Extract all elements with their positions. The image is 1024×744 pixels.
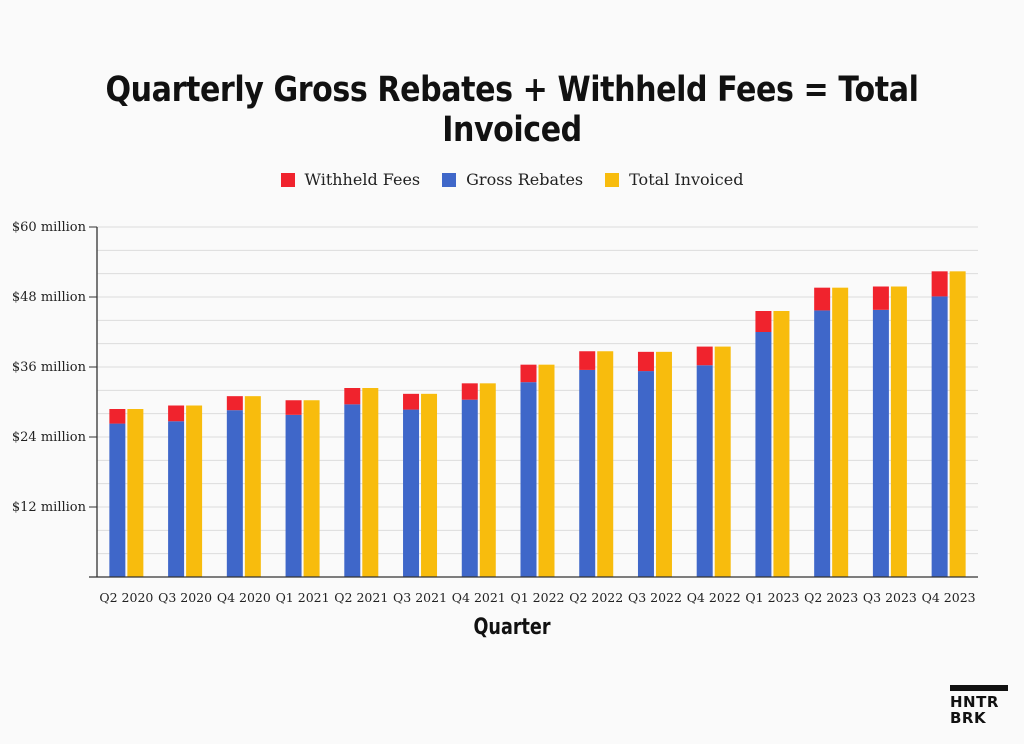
bar-gross-rebates (168, 421, 185, 577)
x-tick-label: Q3 2023 (863, 590, 917, 605)
bar-gross-rebates (814, 310, 831, 577)
bar-total-invoiced (773, 311, 790, 577)
legend-item-withheld-fees: Withheld Fees (280, 170, 421, 189)
chart-title: Quarterly Gross Rebates + Withheld Fees … (105, 70, 919, 150)
bar-total-invoiced (597, 351, 614, 577)
bar-total-invoiced (421, 393, 438, 577)
bar-total-invoiced (303, 400, 320, 577)
bar-withheld-fees (755, 311, 772, 332)
x-tick-label: Q4 2023 (922, 590, 976, 605)
bar-gross-rebates (696, 365, 713, 577)
bar-gross-rebates (344, 404, 361, 577)
bar-withheld-fees (696, 346, 713, 366)
logo-line-1: HNTR (950, 693, 999, 711)
bar-gross-rebates (931, 296, 948, 577)
x-tick-label: Q3 2020 (158, 590, 212, 605)
bar-total-invoiced (714, 346, 731, 577)
bar-gross-rebates (226, 410, 243, 577)
bar-withheld-fees (872, 286, 889, 310)
bar-total-invoiced (655, 351, 672, 577)
logo-line-2: BRK (950, 709, 987, 727)
legend-label-gross-rebates: Gross Rebates (466, 170, 584, 189)
bar-total-invoiced (538, 364, 555, 577)
bar-withheld-fees (579, 351, 596, 370)
bar-gross-rebates (755, 332, 772, 577)
bar-gross-rebates (285, 414, 302, 577)
bar-withheld-fees (403, 393, 420, 410)
bar-withheld-fees (109, 409, 126, 424)
legend-item-gross-rebates: Gross Rebates (442, 170, 583, 189)
x-tick-label: Q2 2021 (334, 590, 388, 605)
bar-gross-rebates (872, 309, 889, 577)
bar-total-invoiced (127, 409, 144, 577)
bar-total-invoiced (949, 271, 966, 577)
bar-total-invoiced (362, 388, 379, 577)
bar-total-invoiced (832, 287, 849, 577)
bar-gross-rebates (403, 409, 420, 577)
bar-withheld-fees (285, 400, 302, 415)
bar-gross-rebates (520, 382, 537, 577)
x-tick-label: Q4 2021 (452, 590, 506, 605)
x-tick-label: Q2 2020 (99, 590, 153, 605)
bar-total-invoiced (186, 405, 203, 577)
bar-gross-rebates (579, 369, 596, 577)
x-tick-label: Q3 2022 (628, 590, 682, 605)
bar-total-invoiced (244, 396, 261, 577)
x-tick-label: Q2 2023 (804, 590, 858, 605)
x-axis-label: Quarter (473, 615, 551, 640)
x-tick-label: Q2 2022 (569, 590, 623, 605)
bar-withheld-fees (637, 351, 654, 372)
x-tick-label: Q4 2022 (687, 590, 741, 605)
x-tick-label: Q1 2023 (745, 590, 799, 605)
legend-label-withheld-fees: Withheld Fees (304, 170, 421, 189)
bar-withheld-fees (168, 405, 185, 422)
legend-swatch-gross-rebates (442, 172, 457, 187)
legend-swatch-total-invoiced (605, 172, 620, 187)
y-tick-label: $24 million (12, 430, 87, 445)
bar-total-invoiced (890, 286, 907, 577)
legend-swatch-withheld-fees (280, 172, 295, 187)
logo-bar (950, 685, 1008, 691)
bar-gross-rebates (637, 371, 654, 577)
x-tick-label: Q4 2020 (217, 590, 271, 605)
x-tick-label: Q1 2022 (511, 590, 565, 605)
bar-withheld-fees (931, 271, 948, 297)
bar-total-invoiced (479, 383, 496, 577)
bar-gross-rebates (461, 399, 478, 577)
x-tick-label: Q1 2021 (276, 590, 330, 605)
legend-label-total-invoiced: Total Invoiced (629, 170, 744, 189)
bar-gross-rebates (109, 423, 126, 577)
y-tick-label: $12 million (12, 500, 87, 515)
bar-withheld-fees (461, 383, 478, 400)
bar-withheld-fees (814, 287, 831, 311)
bar-withheld-fees (344, 388, 361, 405)
legend-item-total-invoiced: Total Invoiced (605, 170, 743, 189)
y-tick-label: $60 million (12, 220, 87, 235)
y-tick-label: $36 million (12, 360, 87, 375)
brand-logo: HNTR BRK (950, 685, 1008, 726)
x-tick-label: Q3 2021 (393, 590, 447, 605)
bar-withheld-fees (520, 364, 537, 383)
bar-withheld-fees (226, 396, 243, 411)
y-tick-label: $48 million (12, 290, 87, 305)
legend: Withheld Fees Gross Rebates Total Invoic… (0, 170, 1024, 189)
